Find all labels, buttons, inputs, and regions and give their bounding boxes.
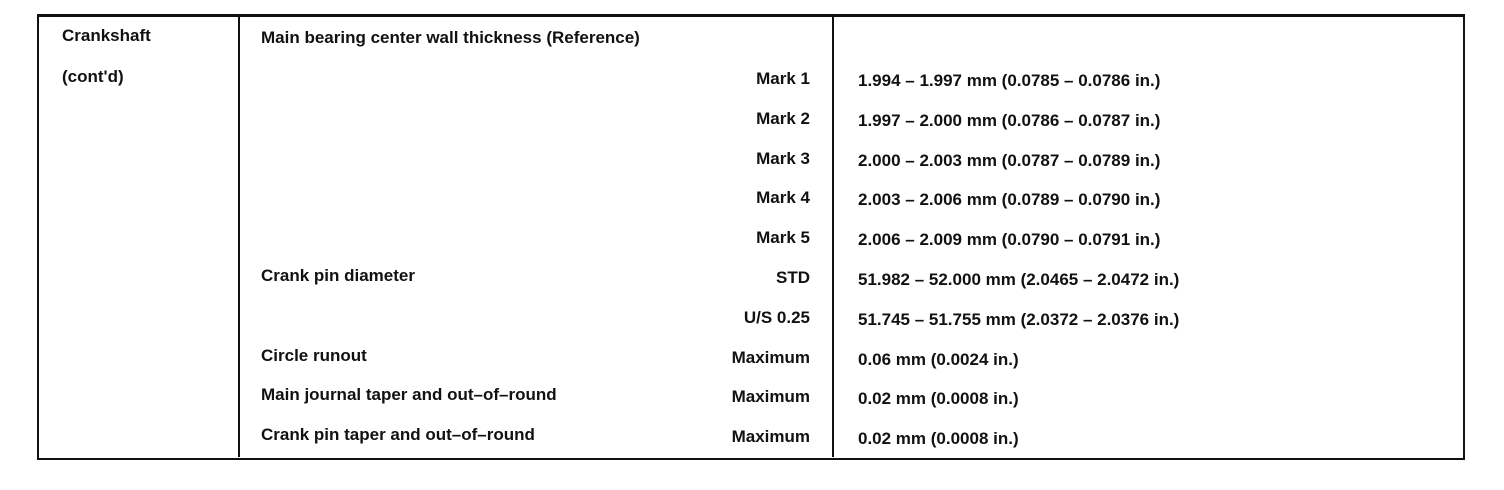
- spec-value: 2.006 – 2.009 mm (0.0790 – 0.0791 in.): [858, 230, 1161, 250]
- item-label: Circle runout: [261, 345, 367, 365]
- condition: Maximum: [731, 427, 810, 447]
- table-border: [37, 14, 1465, 460]
- spec-value: 2.000 – 2.003 mm (0.0787 – 0.0789 in.): [858, 150, 1161, 170]
- section-label: Crankshaft: [62, 26, 151, 45]
- condition: U/S 0.25: [743, 307, 810, 327]
- condition: Maximum: [731, 387, 810, 407]
- condition: Mark 2: [756, 108, 810, 128]
- spec-value: 51.982 – 52.000 mm (2.0465 – 2.0472 in.): [858, 270, 1180, 289]
- spec-value: 1.994 – 1.997 mm (0.0785 – 0.0786 in.): [858, 71, 1161, 90]
- condition: Mark 3: [756, 148, 810, 168]
- condition: Mark 1: [756, 69, 810, 88]
- column-divider: [832, 14, 834, 457]
- section-label: (cont'd): [62, 67, 124, 86]
- item-label: Crank pin taper and out–of–round: [261, 425, 535, 445]
- condition: Mark 5: [756, 228, 810, 248]
- condition: Maximum: [731, 347, 810, 367]
- spec-value: 0.02 mm (0.0008 in.): [858, 429, 1019, 449]
- spec-value: 0.02 mm (0.0008 in.): [858, 389, 1019, 409]
- column-divider: [238, 14, 240, 457]
- item-label: Crank pin diameter: [261, 266, 415, 285]
- condition: Mark 4: [756, 188, 810, 208]
- spec-value: 0.06 mm (0.0024 in.): [858, 349, 1019, 369]
- item-label: Main journal taper and out–of–round: [261, 385, 557, 405]
- condition: STD: [776, 268, 810, 287]
- spec-value: 1.997 – 2.000 mm (0.0786 – 0.0787 in.): [858, 110, 1161, 130]
- heading: Main bearing center wall thickness (Refe…: [261, 28, 640, 47]
- spec-value: 51.745 – 51.755 mm (2.0372 – 2.0376 in.): [858, 309, 1180, 329]
- spec-value: 2.003 – 2.006 mm (0.0789 – 0.0790 in.): [858, 190, 1161, 210]
